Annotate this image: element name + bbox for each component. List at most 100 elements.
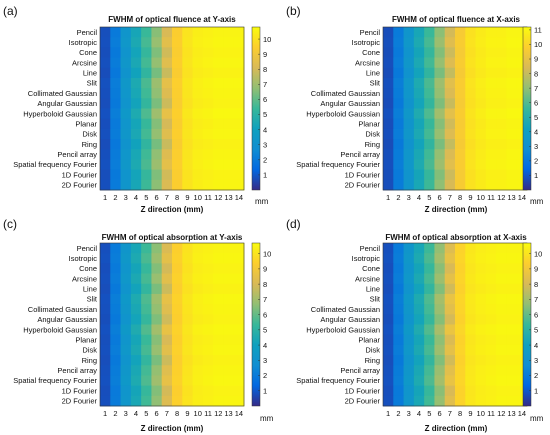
heatmap-cell [151, 57, 163, 69]
heatmap-cell [192, 67, 204, 79]
heatmap-cell [213, 159, 224, 171]
heatmap-cell [182, 243, 193, 254]
heatmap-cell [172, 47, 183, 58]
heatmap-cell [213, 395, 224, 407]
heatmap-cell [383, 375, 394, 387]
heatmap-cell [413, 88, 425, 99]
heatmap-cell [455, 355, 466, 366]
heatmap-cell [110, 169, 121, 181]
heatmap-cell [130, 314, 142, 325]
x-tick-label: 10 [194, 193, 202, 202]
heatmap-cell [424, 108, 435, 120]
source-label: Slit [370, 295, 381, 304]
heatmap-cell [496, 47, 507, 58]
heatmap-cell [172, 304, 183, 315]
heatmap-cell [516, 283, 528, 295]
heatmap-cell [413, 37, 425, 48]
heatmap-cell [213, 169, 224, 181]
heatmap-cell [202, 395, 214, 407]
heatmap-cell [424, 77, 435, 89]
heatmap-cell [172, 293, 183, 305]
heatmap-cell [506, 108, 518, 120]
source-label: Collimated Gaussian [311, 89, 380, 98]
heatmap-cell [202, 128, 214, 140]
heatmap-cell [120, 304, 132, 315]
heatmap-cell [506, 253, 518, 264]
heatmap-cell [141, 385, 152, 397]
heatmap-cell [465, 375, 476, 387]
colorbar-tick-label: 9 [263, 265, 267, 274]
source-label: Angular Gaussian [320, 315, 380, 324]
heatmap-cell [233, 375, 245, 387]
x-tick-label: 2 [396, 409, 400, 418]
heatmap-cell [172, 375, 183, 387]
heatmap-cell [383, 263, 394, 274]
heatmap-cell [496, 253, 507, 264]
heatmap-cell [465, 395, 476, 407]
heatmap-cell [444, 27, 456, 38]
heatmap-cell [172, 57, 183, 69]
heatmap-cell [475, 395, 487, 407]
heatmap-cell [393, 263, 404, 274]
chart-title: FWHM of optical fluence at Y-axis [108, 15, 236, 24]
x-tick-label: 8 [175, 193, 179, 202]
colorbar-tick-label: 8 [263, 280, 267, 289]
heatmap-cell [213, 263, 224, 274]
heatmap-cell [424, 314, 435, 325]
heatmap-cell [151, 98, 163, 109]
heatmap-cell [434, 98, 446, 109]
heatmap-cell [475, 179, 487, 191]
colorbar-tick-label: 8 [534, 280, 538, 289]
heatmap-cell [141, 108, 152, 120]
heatmap-cell [444, 57, 456, 69]
heatmap-cell [413, 118, 425, 130]
source-label: Pencil array [57, 366, 97, 375]
heatmap-cell [161, 98, 173, 109]
heatmap-cell [120, 334, 132, 346]
heatmap-cell [100, 375, 111, 387]
heatmap-cell [465, 88, 476, 99]
heatmap-cell [141, 47, 152, 58]
heatmap-cell [213, 88, 224, 99]
heatmap-cell [455, 263, 466, 274]
heatmap-cell [444, 324, 456, 336]
colorbar-tick-label: 6 [263, 310, 267, 319]
heatmap-cell [130, 375, 142, 387]
heatmap-cell [151, 253, 163, 264]
heatmap-cell [182, 263, 193, 274]
heatmap-cell [475, 77, 487, 89]
heatmap-cell [110, 324, 121, 336]
heatmap-cell [413, 273, 425, 285]
heatmap-cell [506, 263, 518, 274]
x-tick-label: 4 [134, 409, 138, 418]
heatmap-cell [161, 375, 173, 387]
heatmap-cell [393, 334, 404, 346]
heatmap-cell [172, 355, 183, 366]
heatmap-cell [192, 344, 204, 356]
heatmap-cell [161, 253, 173, 264]
heatmap-cell [172, 365, 183, 376]
heatmap-cell [192, 149, 204, 160]
heatmap-cell [434, 169, 446, 181]
heatmap-cell [506, 395, 518, 407]
heatmap-cell [233, 304, 245, 315]
heatmap-cell [100, 27, 111, 38]
heatmap-cell [485, 128, 497, 140]
heatmap-cell [120, 37, 132, 48]
heatmap-cell [465, 149, 476, 160]
heatmap [99, 242, 245, 407]
heatmap-cell [506, 77, 518, 89]
heatmap-cell [172, 108, 183, 120]
heatmap-cell [110, 304, 121, 315]
heatmap-cell [475, 169, 487, 181]
heatmap-cell [151, 263, 163, 274]
heatmap-cell [444, 37, 456, 48]
heatmap-cell [506, 314, 518, 325]
heatmap-cell [130, 263, 142, 274]
heatmap-cell [465, 385, 476, 397]
source-label: Pencil [77, 244, 98, 253]
heatmap-cell [202, 118, 214, 130]
heatmap-cell [496, 98, 507, 109]
heatmap-cell [100, 57, 111, 69]
